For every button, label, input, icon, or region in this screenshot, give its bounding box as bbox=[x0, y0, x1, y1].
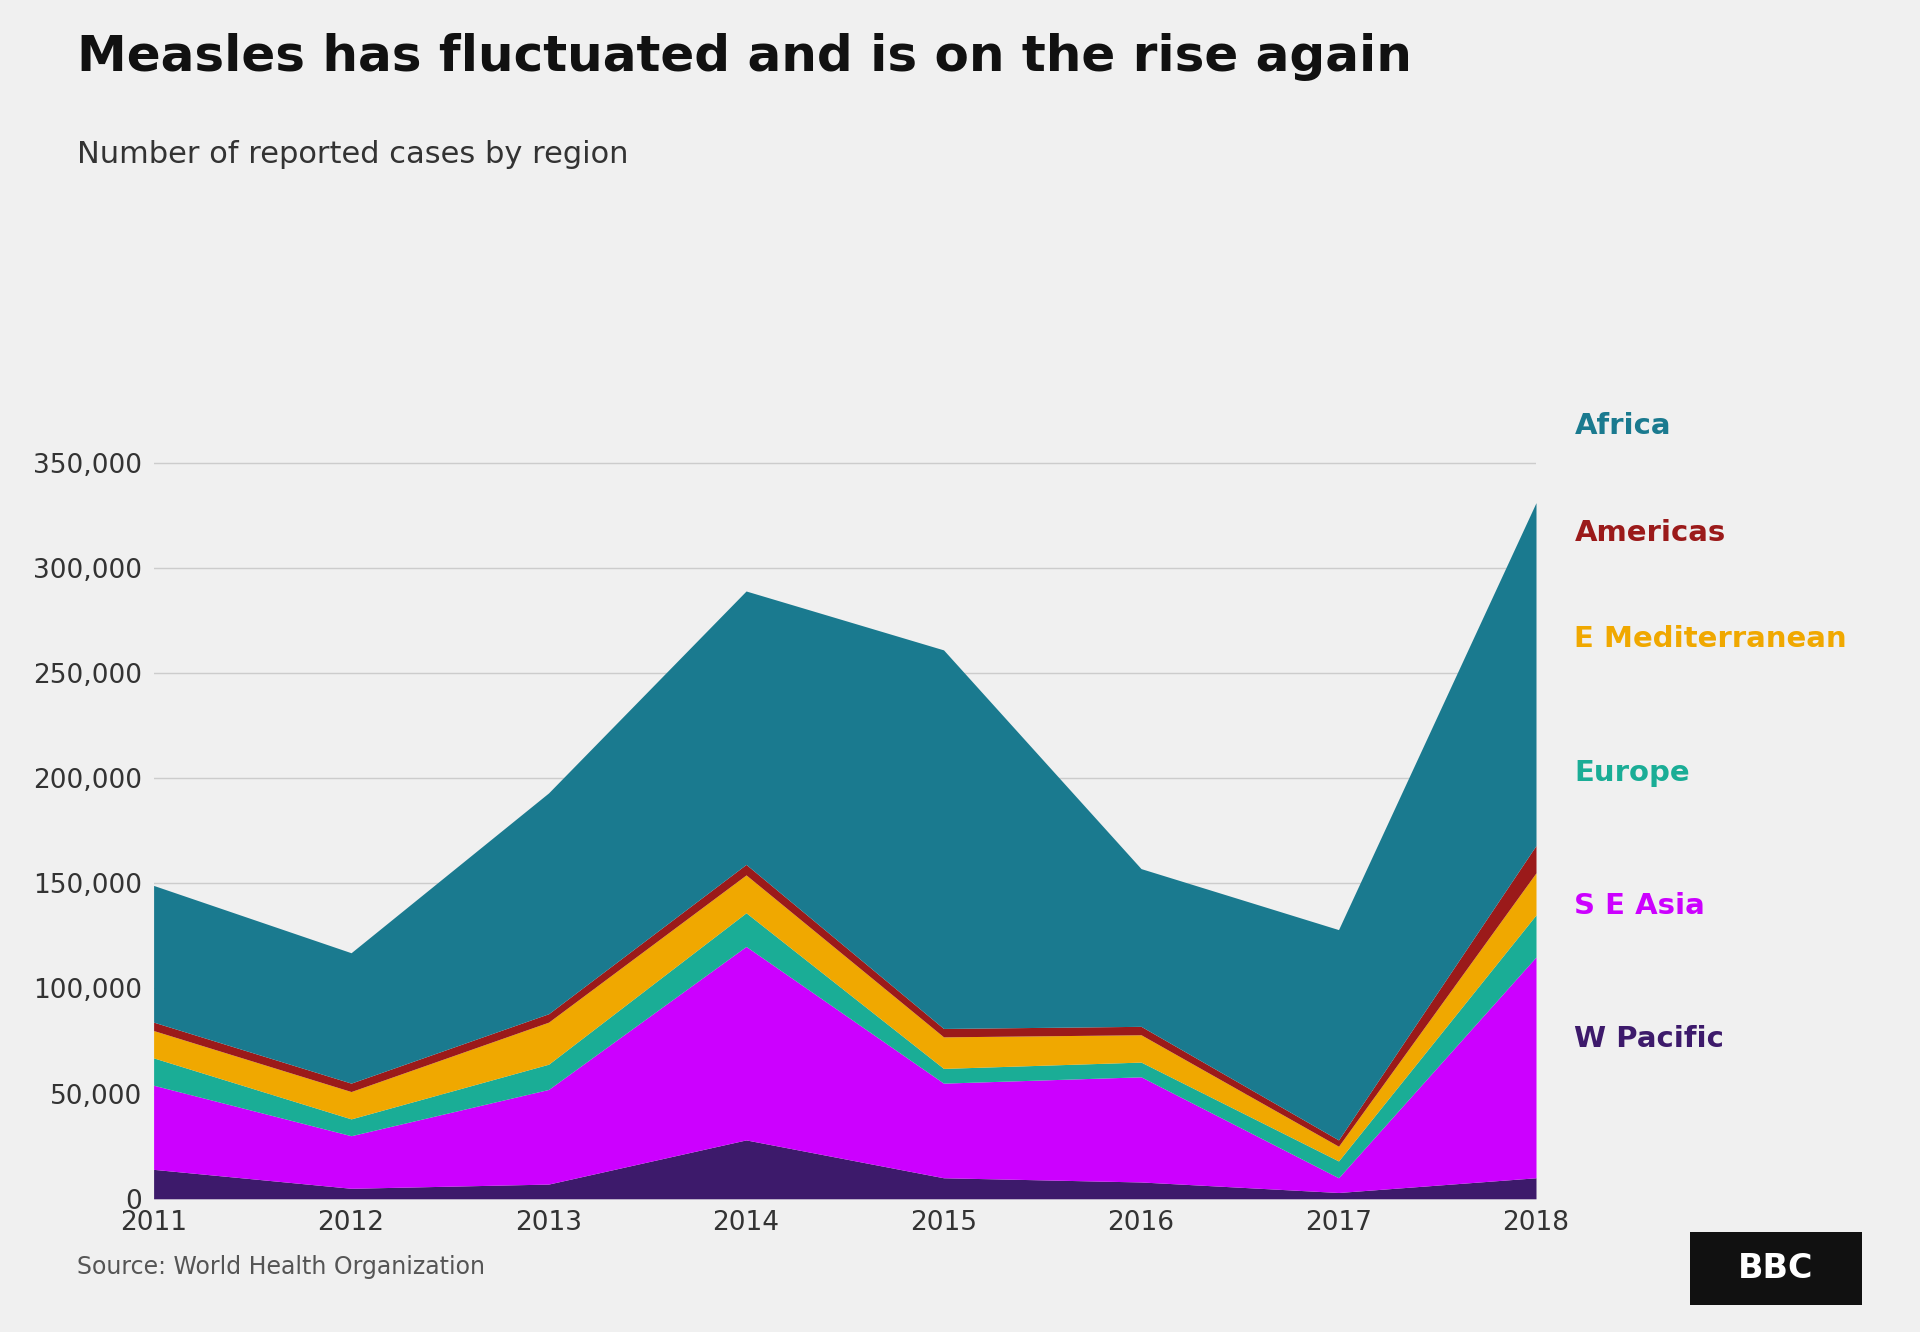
Text: S E Asia: S E Asia bbox=[1574, 891, 1705, 920]
Text: Measles has fluctuated and is on the rise again: Measles has fluctuated and is on the ris… bbox=[77, 33, 1411, 81]
Text: W Pacific: W Pacific bbox=[1574, 1024, 1724, 1054]
Text: E Mediterranean: E Mediterranean bbox=[1574, 625, 1847, 654]
Text: Source: World Health Organization: Source: World Health Organization bbox=[77, 1255, 484, 1279]
Text: Americas: Americas bbox=[1574, 518, 1726, 547]
Text: Number of reported cases by region: Number of reported cases by region bbox=[77, 140, 628, 169]
Text: BBC: BBC bbox=[1738, 1252, 1814, 1285]
Text: Europe: Europe bbox=[1574, 758, 1690, 787]
Text: Africa: Africa bbox=[1574, 412, 1670, 441]
